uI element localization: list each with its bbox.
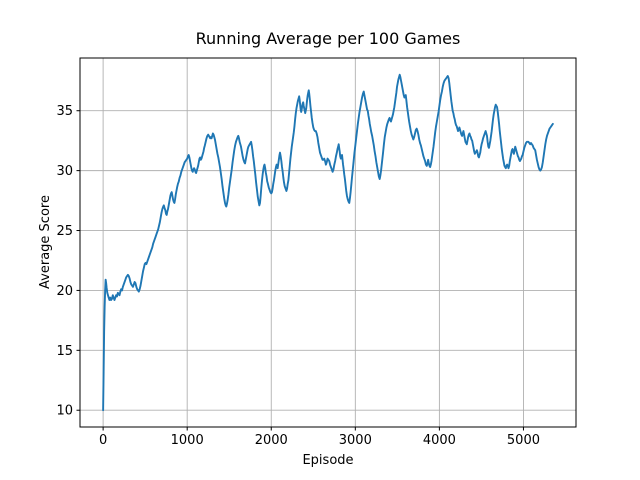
y-tick-label: 30 xyxy=(56,164,73,179)
y-tick-label: 20 xyxy=(56,284,73,299)
tick-marks xyxy=(76,110,524,431)
y-axis-label: Average Score xyxy=(38,195,53,289)
x-tick-label: 0 xyxy=(99,433,107,448)
x-tick-label: 4000 xyxy=(423,433,456,448)
y-tick-label: 10 xyxy=(56,404,73,419)
y-tick-label: 15 xyxy=(56,344,73,359)
chart-title: Running Average per 100 Games xyxy=(196,29,461,48)
x-tick-labels: 0 1000 2000 3000 4000 5000 xyxy=(99,433,540,448)
y-tick-label: 25 xyxy=(56,224,73,239)
axes-spines xyxy=(79,57,577,428)
x-tick-label: 3000 xyxy=(339,433,372,448)
x-tick-label: 5000 xyxy=(507,433,540,448)
y-tick-label: 35 xyxy=(56,104,73,119)
grid-lines xyxy=(80,58,576,427)
x-axis-label: Episode xyxy=(302,453,353,468)
x-tick-label: 2000 xyxy=(255,433,288,448)
x-tick-label: 1000 xyxy=(171,433,204,448)
y-tick-labels: 10 15 20 25 30 35 xyxy=(56,104,73,419)
running-average-line xyxy=(102,73,554,412)
